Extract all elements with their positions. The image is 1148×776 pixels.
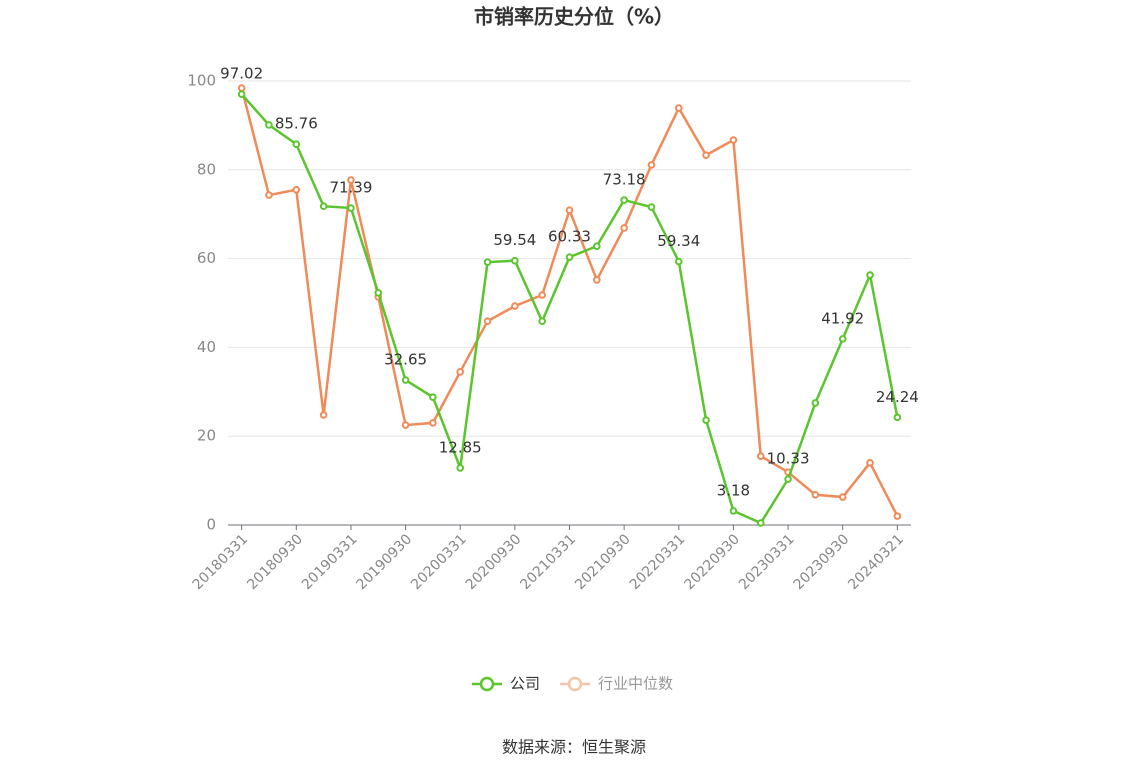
point (347, 204, 355, 212)
point (838, 335, 847, 343)
point (538, 317, 546, 326)
legend-label: 行业中位数 (598, 675, 673, 693)
point (647, 203, 656, 211)
point (265, 121, 273, 129)
point (511, 302, 519, 310)
point (811, 491, 820, 499)
data-label: 41.92 (821, 309, 864, 327)
data-label: 85.76 (275, 115, 318, 133)
point (319, 202, 328, 211)
y-tick-label: 20 (197, 427, 216, 445)
point (893, 512, 902, 520)
point (456, 368, 465, 376)
x-tick-label: 20240321 (845, 531, 907, 593)
point (756, 452, 765, 460)
point (565, 253, 574, 261)
legend-marker (479, 676, 495, 692)
y-tick-label: 60 (197, 249, 216, 267)
point (483, 317, 492, 326)
point (674, 104, 683, 112)
point (620, 196, 628, 204)
y-tick-label: 80 (197, 160, 216, 178)
point (511, 256, 519, 265)
x-tick-label: 20200331 (408, 531, 470, 593)
data-label: 59.34 (657, 232, 700, 250)
x-tick-label: 20230930 (791, 531, 853, 593)
legend-item[interactable]: 行业中位数 (560, 675, 673, 693)
legend-marker (567, 676, 583, 692)
point (538, 291, 546, 299)
point (429, 419, 437, 427)
data-label: 59.54 (493, 231, 536, 249)
x-tick-label: 20210331 (517, 531, 579, 593)
point (647, 161, 656, 169)
point (784, 475, 792, 483)
point (237, 84, 246, 92)
x-tick-label: 20200930 (463, 531, 525, 593)
point (729, 136, 738, 144)
data-label: 97.02 (220, 65, 263, 83)
point (756, 519, 765, 527)
point (565, 206, 574, 215)
point (866, 459, 874, 467)
data-label: 12.85 (439, 438, 482, 456)
point (456, 464, 465, 472)
point (483, 258, 492, 266)
point (429, 393, 437, 401)
point (702, 151, 710, 159)
point (401, 376, 410, 384)
point (729, 507, 738, 515)
point (811, 399, 820, 407)
x-tick-label: 20190930 (354, 531, 416, 593)
y-tick-label: 40 (197, 338, 216, 356)
x-tick-label: 20220331 (627, 531, 689, 593)
point (593, 242, 601, 250)
legend-item[interactable]: 公司 (472, 675, 540, 693)
data-label: 71.39 (329, 179, 372, 197)
point (401, 421, 410, 429)
x-tick-label: 20180930 (244, 531, 306, 593)
point (838, 493, 847, 501)
point (237, 90, 246, 99)
data-label: 73.18 (603, 171, 646, 189)
y-tick-label: 100 (187, 72, 216, 90)
y-tick-label: 0 (206, 516, 216, 534)
point (702, 416, 710, 425)
x-tick-label: 20220930 (681, 531, 743, 593)
data-label: 60.33 (548, 228, 591, 246)
point (374, 288, 383, 297)
point (292, 185, 301, 194)
point (593, 276, 601, 284)
x-tick-label: 20180331 (190, 531, 252, 593)
data-label: 32.65 (384, 351, 427, 369)
point (319, 411, 328, 419)
legend-label: 公司 (510, 675, 540, 693)
source: 数据来源：恒生聚源 (502, 738, 646, 757)
point (292, 140, 301, 149)
chart-title: 市销率历史分位（%） (474, 5, 674, 29)
point (866, 271, 874, 279)
point (893, 413, 902, 422)
point (674, 257, 683, 266)
data-label: 24.24 (876, 388, 919, 406)
data-label: 10.33 (767, 450, 810, 468)
x-tick-label: 20210930 (572, 531, 634, 593)
data-label: 3.18 (717, 481, 750, 499)
point (347, 176, 355, 184)
point (620, 224, 628, 232)
point (265, 191, 273, 199)
x-tick-label: 20190331 (299, 531, 361, 593)
x-tick-label: 20230331 (736, 531, 798, 593)
